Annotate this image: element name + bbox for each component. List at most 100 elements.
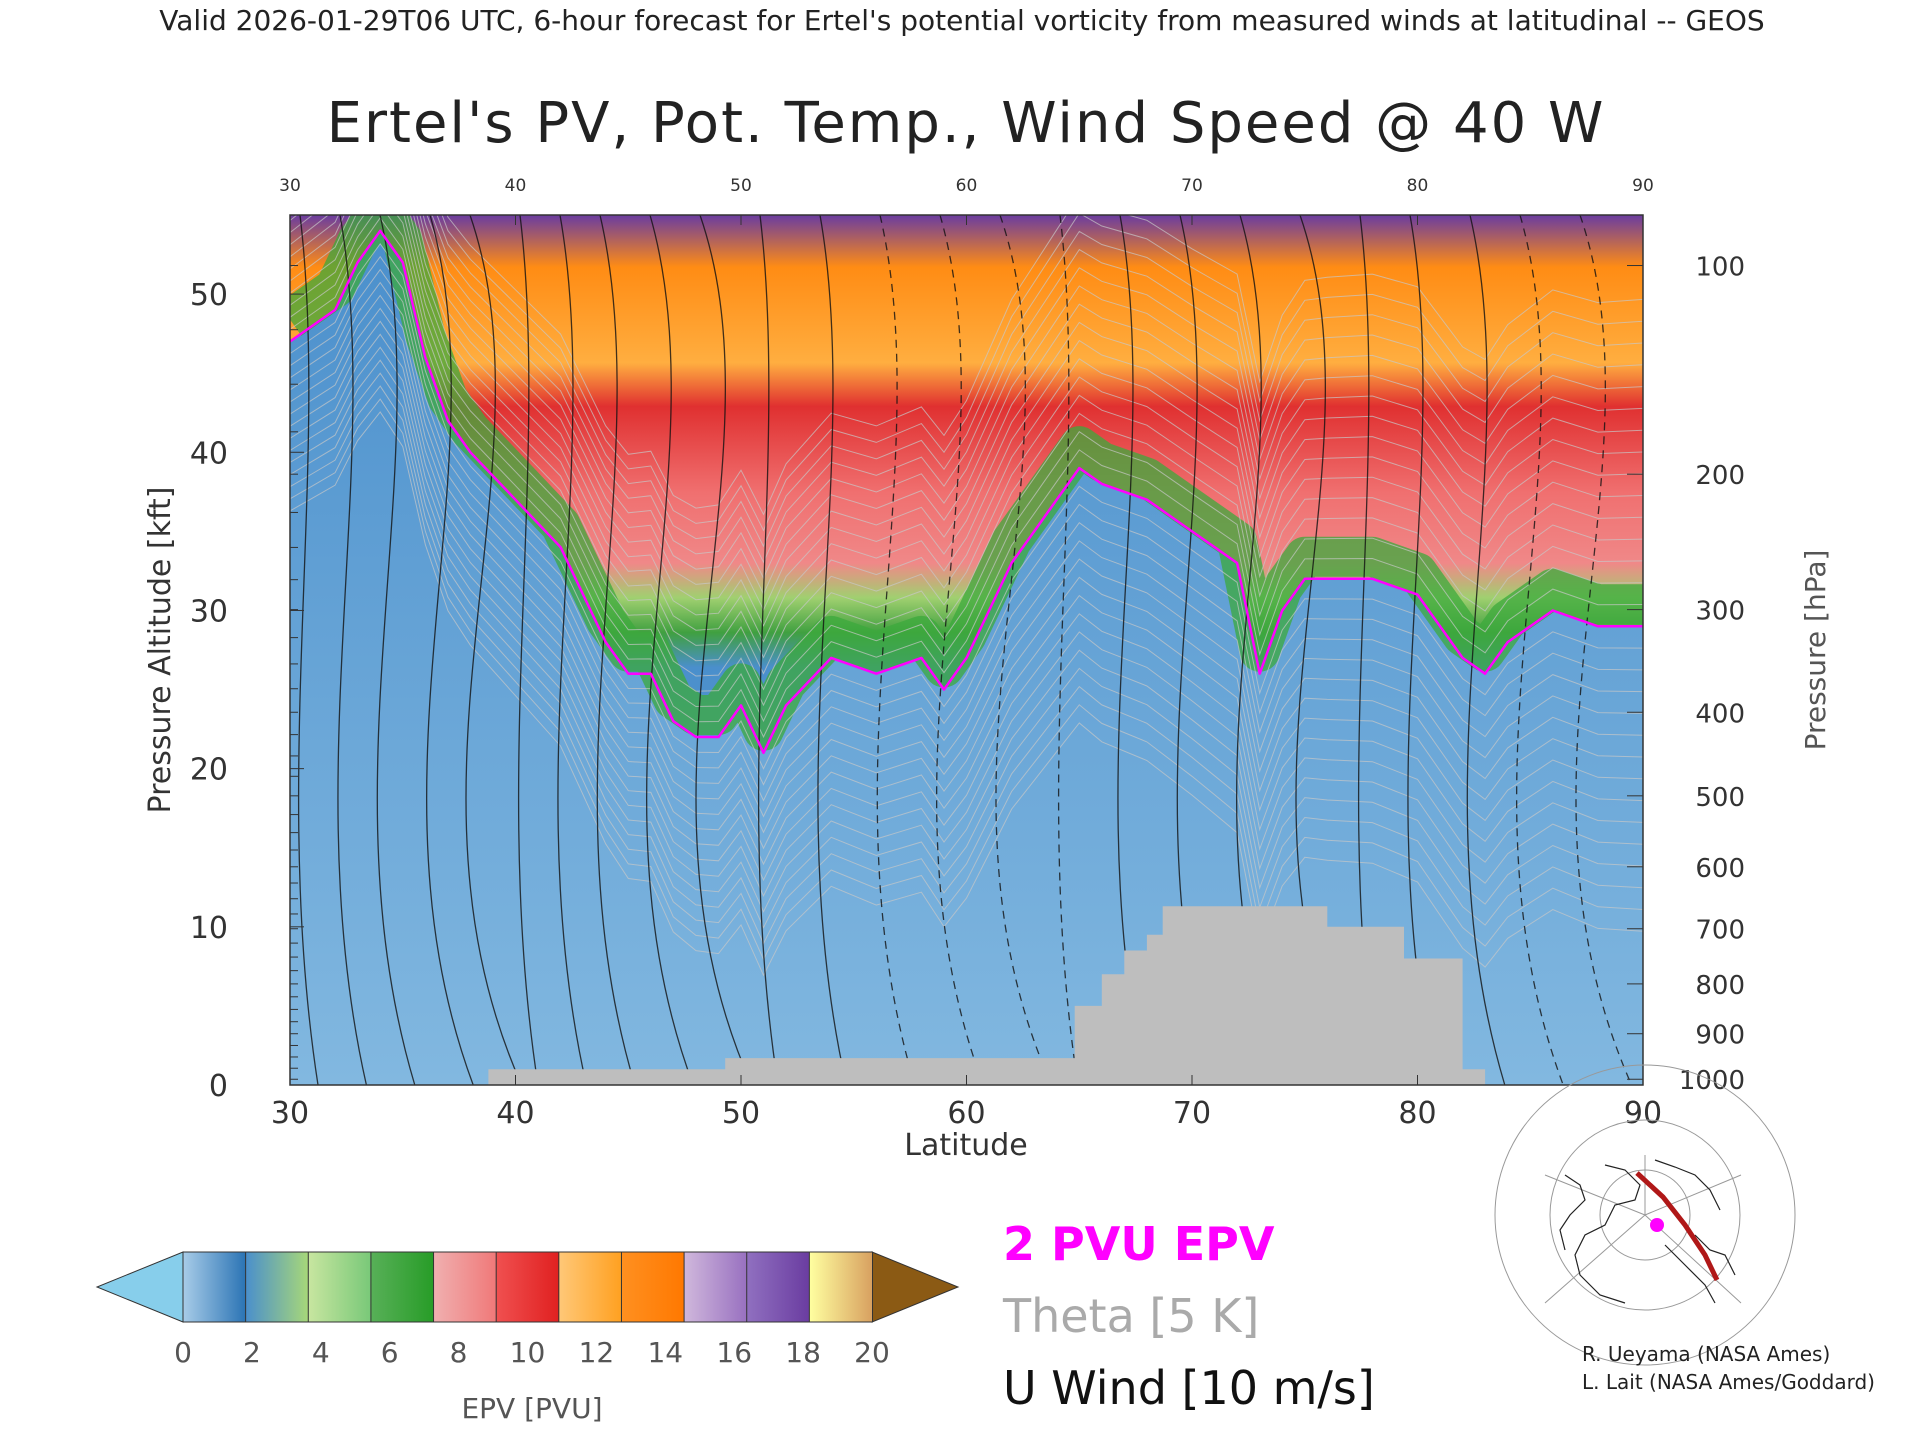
map-grid-circle	[1549, 1119, 1741, 1311]
map-location-dot	[1650, 1218, 1664, 1232]
colorbar-tick-label: 16	[716, 1336, 752, 1369]
locator-map	[1494, 1064, 1796, 1366]
theta-contour	[290, 215, 1643, 691]
u-wind-contour	[376, 215, 416, 1085]
y-tick-label: 20	[190, 753, 228, 788]
u-wind-contour	[517, 215, 539, 1085]
colorbar-segment	[307, 1251, 372, 1323]
u-wind-contour	[596, 215, 636, 1085]
colorbar-tick-label: 4	[312, 1336, 330, 1369]
u-wind-contour	[297, 215, 319, 1085]
x-tick-label: 70	[1173, 1096, 1211, 1131]
pressure-tick-label: 900	[1695, 1021, 1745, 1051]
x-top-tick-label: 30	[279, 176, 301, 196]
u-wind-contour	[695, 215, 753, 1085]
colorbar-tick-label: 18	[785, 1336, 821, 1369]
plot-area	[290, 215, 1643, 1085]
y-tick-label: 50	[190, 278, 228, 313]
theta-contour	[290, 215, 1643, 596]
colorbar-label: EPV [PVU]	[461, 1392, 602, 1425]
x-tick-label: 40	[496, 1096, 534, 1131]
theta-contour	[290, 242, 1643, 770]
u-wind-contour	[1057, 215, 1079, 1085]
u-wind-contour	[465, 215, 523, 1085]
u-wind-contour	[557, 215, 588, 1085]
credit-line-1: R. Ueyama (NASA Ames)	[1582, 1342, 1831, 1366]
theta-contour	[290, 215, 1643, 659]
x-axis-bottom: 30 40 50 60 70 80 90	[271, 1075, 1662, 1131]
pressure-tick-label: 700	[1695, 916, 1745, 946]
colorbar-tick-label: 2	[243, 1336, 261, 1369]
u-wind-contour	[1516, 215, 1564, 1085]
x-top-tick-label: 70	[1181, 176, 1203, 196]
theta-contour	[290, 294, 1643, 834]
x-tick-label: 50	[722, 1096, 760, 1131]
colorbar-segment	[495, 1251, 560, 1323]
pressure-tick-label: 800	[1695, 971, 1745, 1001]
colorbar-tick-label: 12	[579, 1336, 615, 1369]
u-wind-contour	[426, 215, 474, 1085]
colorbar-tick-label: 8	[450, 1336, 468, 1369]
u-wind-contour	[1466, 215, 1506, 1085]
theta-contour	[290, 346, 1643, 897]
x-top-tick-label: 60	[956, 176, 978, 196]
pressure-tick-label: 300	[1695, 597, 1745, 627]
y-tick-label: 0	[209, 1069, 228, 1104]
colorbar-segment	[433, 1251, 498, 1323]
u-wind-contour	[1575, 215, 1633, 1085]
map-grid-circle	[1494, 1064, 1796, 1366]
pressure-tick-label: 100	[1695, 253, 1745, 283]
y-axis-label: Pressure Altitude [kft]	[143, 487, 178, 814]
map-meridian	[1644, 1174, 1742, 1216]
u-wind-contour	[1407, 215, 1438, 1085]
theta-contour	[290, 215, 1643, 723]
theta-contour	[290, 215, 1643, 643]
theta-contour	[290, 281, 1643, 818]
theta-contour	[290, 372, 1643, 929]
chart-title: Ertel's PV, Pot. Temp., Wind Speed @ 40 …	[327, 91, 1606, 156]
colorbar-tick-label: 20	[854, 1336, 890, 1369]
theta-contour	[290, 215, 1643, 627]
x-tick-label: 30	[271, 1096, 309, 1131]
surface-mask	[290, 906, 1643, 1085]
theta-contour	[290, 385, 1643, 945]
pressure-tick-label: 400	[1695, 699, 1745, 729]
theta-contour	[446, 215, 1643, 516]
u-wind-contour	[817, 215, 848, 1085]
theta-contour	[290, 333, 1643, 882]
colorbar-tick-label: 14	[647, 1336, 683, 1369]
colorbar-tick-label: 6	[381, 1336, 399, 1369]
theta-contour	[441, 215, 1643, 532]
y-tick-label: 40	[190, 436, 228, 471]
u-wind-contour	[337, 215, 368, 1085]
colorbar-segment	[683, 1251, 748, 1323]
x-axis-top: 30 40 50 60 70 80 90	[279, 176, 1654, 225]
colorbar-segment	[370, 1251, 435, 1323]
x-tick-label: 90	[1624, 1096, 1662, 1131]
pressure-tick-label: 500	[1695, 783, 1745, 813]
colorbar-tick-label: 0	[174, 1336, 192, 1369]
map-meridian	[1544, 1214, 1646, 1304]
y-tick-label: 30	[190, 594, 228, 629]
legend-pv: 2 PVU EPV	[1003, 1217, 1275, 1271]
colorbar-segment	[182, 1251, 247, 1323]
y2-axis-label: Pressure [hPa]	[1799, 550, 1832, 751]
theta-contour	[426, 215, 1643, 580]
colorbar-over-arrow	[871, 1251, 960, 1323]
colorbar-segment	[558, 1251, 623, 1323]
theta-contour	[290, 217, 1643, 739]
pressure-tick-label: 200	[1695, 461, 1745, 491]
u-wind-contour	[936, 215, 984, 1085]
credit-line-2: L. Lait (NASA Ames/Goddard)	[1582, 1370, 1875, 1394]
theta-contour	[290, 268, 1643, 802]
theta-contour	[290, 255, 1643, 786]
epv-colorbar: 0 2 4 6 8 10 12 14 16 18 20	[95, 1251, 960, 1369]
x-top-tick-label: 80	[1407, 176, 1429, 196]
y-axis-left: 0 10 20 30 40 50	[190, 278, 304, 1104]
two-pvu-contour	[290, 229, 1643, 755]
u-wind-contour	[995, 215, 1053, 1085]
x-tick-label: 60	[947, 1096, 985, 1131]
colorbar-tick-label: 10	[510, 1336, 546, 1369]
colorbar-segment	[746, 1251, 811, 1323]
